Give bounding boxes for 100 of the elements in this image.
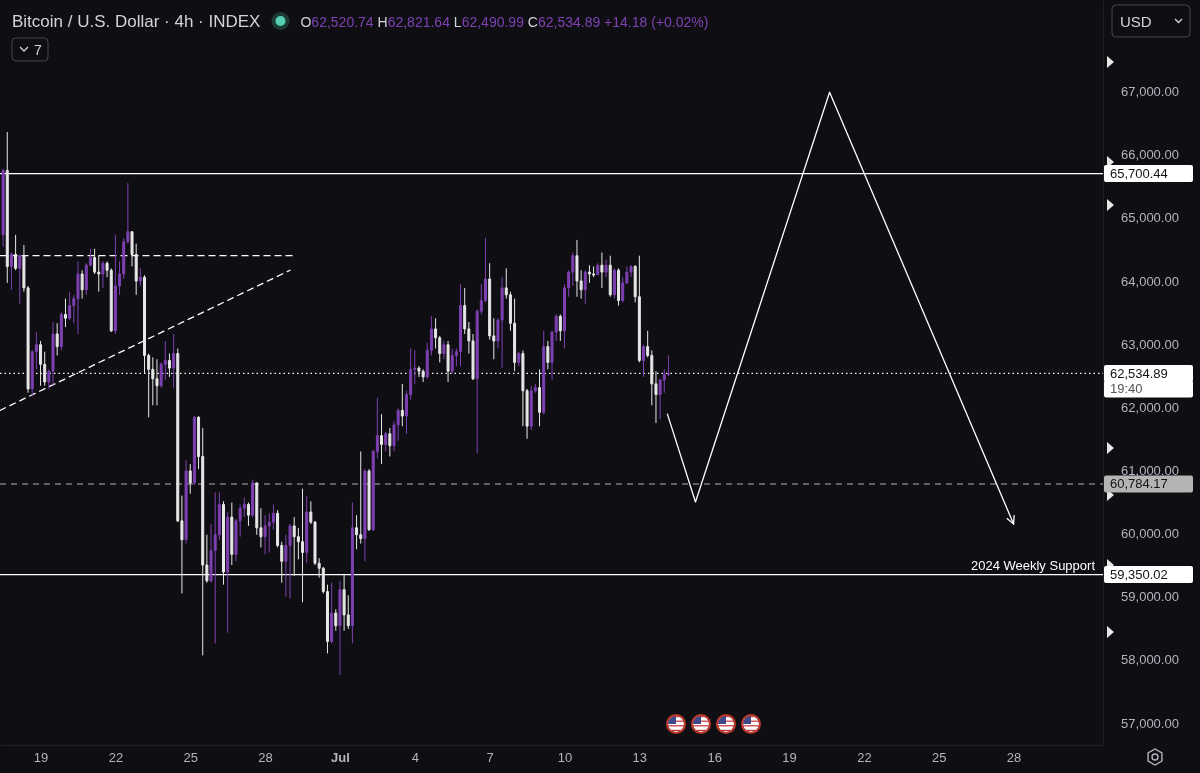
candlestick — [612, 267, 616, 300]
candlestick — [222, 500, 226, 586]
candlestick — [542, 330, 546, 415]
candlestick — [608, 255, 612, 298]
candlestick — [301, 488, 305, 603]
x-tick-label: 28 — [1006, 750, 1022, 766]
x-tick-label: 22 — [857, 750, 872, 766]
candlestick — [500, 276, 504, 369]
candlestick — [63, 298, 67, 328]
candlestick — [575, 239, 579, 298]
candlestick — [342, 573, 346, 632]
candlestick — [80, 269, 84, 300]
text: 19:40 — [1110, 381, 1143, 397]
candlestick — [400, 383, 404, 427]
candlestick — [604, 258, 608, 278]
candlestick — [226, 511, 230, 634]
x-tick-label: 13 — [632, 750, 648, 766]
y-tick-label: 67,000.00 — [1121, 84, 1179, 100]
candlestick — [450, 348, 454, 374]
ref-line-label: 65,700.44 — [1110, 166, 1168, 182]
candlestick — [517, 351, 521, 367]
x-tick-label: 22 — [108, 750, 124, 766]
candlestick — [546, 340, 550, 370]
y-tick-label: 62,000.00 — [1121, 399, 1179, 415]
candlestick — [192, 415, 196, 486]
candlestick — [59, 312, 63, 351]
candlestick — [184, 459, 188, 545]
candlestick — [213, 491, 217, 644]
x-tick-label: 4 — [411, 750, 419, 766]
candlestick — [5, 131, 9, 284]
y-tick-label: 58,000.00 — [1121, 652, 1179, 668]
candlestick — [330, 582, 334, 644]
candlestick — [350, 502, 354, 644]
y-axis-title: USD — [1120, 13, 1152, 30]
y-tick-label: 64,000.00 — [1121, 273, 1179, 289]
candlestick — [600, 252, 604, 289]
candlestick — [167, 353, 171, 378]
candlestick — [14, 234, 18, 271]
x-tick-label: 19 — [33, 750, 49, 766]
candlestick — [9, 252, 13, 291]
candlestick — [230, 502, 234, 566]
candlestick — [55, 322, 59, 356]
text: Bitcoin / U.S. Dollar · 4h · INDEX — [12, 12, 261, 31]
candlestick — [155, 358, 159, 406]
x-tick-label: 19 — [782, 750, 797, 766]
candlestick — [617, 267, 621, 307]
y-tick-label: 63,000.00 — [1121, 336, 1179, 352]
annotation: 7 — [34, 42, 42, 58]
candlestick — [642, 344, 645, 378]
candlestick — [172, 333, 176, 389]
candlestick — [359, 450, 363, 545]
x-tick-label: 7 — [486, 750, 494, 766]
candlestick — [538, 368, 542, 427]
candlestick — [263, 514, 267, 555]
candlestick — [76, 260, 80, 335]
candlestick — [459, 283, 463, 367]
candlestick — [384, 431, 388, 452]
candlestick — [367, 468, 371, 532]
candlestick — [558, 313, 562, 342]
ref-line-label: 60,784.17 — [1110, 476, 1168, 492]
candlestick — [388, 427, 392, 457]
candlestick — [101, 260, 105, 289]
candlestick — [421, 368, 425, 383]
candlestick — [18, 253, 22, 305]
candlestick — [338, 580, 342, 676]
candlestick — [39, 340, 43, 387]
x-tick-label: 25 — [932, 750, 947, 766]
candlestick — [446, 340, 450, 383]
text: O62,520.74 H62,821.64 L62,490.99 C62,534.89 +14.18 (+0.02%) — [300, 14, 709, 30]
y-tick-label: 66,000.00 — [1121, 147, 1179, 163]
candlestick — [417, 365, 421, 378]
ref-line-label: 59,350.02 — [1110, 567, 1168, 583]
x-tick-label: 16 — [707, 750, 722, 766]
candlestick — [288, 523, 292, 600]
y-tick-label: 65,000.00 — [1121, 210, 1179, 226]
candlestick — [583, 269, 587, 305]
candlestick — [334, 608, 338, 632]
ref-line-label: 62,534.89 — [1110, 365, 1168, 381]
candlestick — [363, 468, 367, 562]
candlestick — [596, 262, 600, 276]
candlestick — [1, 168, 5, 248]
candlestick — [251, 479, 255, 518]
x-tick-label: 25 — [183, 750, 198, 766]
candlestick — [380, 413, 384, 465]
candlestick — [246, 502, 250, 527]
x-tick-label: 28 — [258, 750, 273, 766]
candlestick — [188, 463, 192, 495]
y-tick-label: 59,000.00 — [1121, 589, 1179, 605]
candlestick — [68, 291, 72, 321]
x-tick-label: 10 — [557, 750, 573, 766]
x-tick-label: Jul — [331, 750, 350, 766]
candlestick — [529, 385, 533, 431]
candlestick — [637, 255, 641, 363]
candlestick — [292, 516, 296, 577]
candlestick — [587, 264, 591, 284]
y-tick-label: 57,000.00 — [1121, 715, 1179, 731]
y-tick-label: 61,000.00 — [1121, 463, 1179, 479]
annotation: 2024 Weekly Support — [970, 557, 1096, 573]
y-tick-label: 60,000.00 — [1121, 526, 1179, 542]
candlestick — [442, 340, 446, 360]
